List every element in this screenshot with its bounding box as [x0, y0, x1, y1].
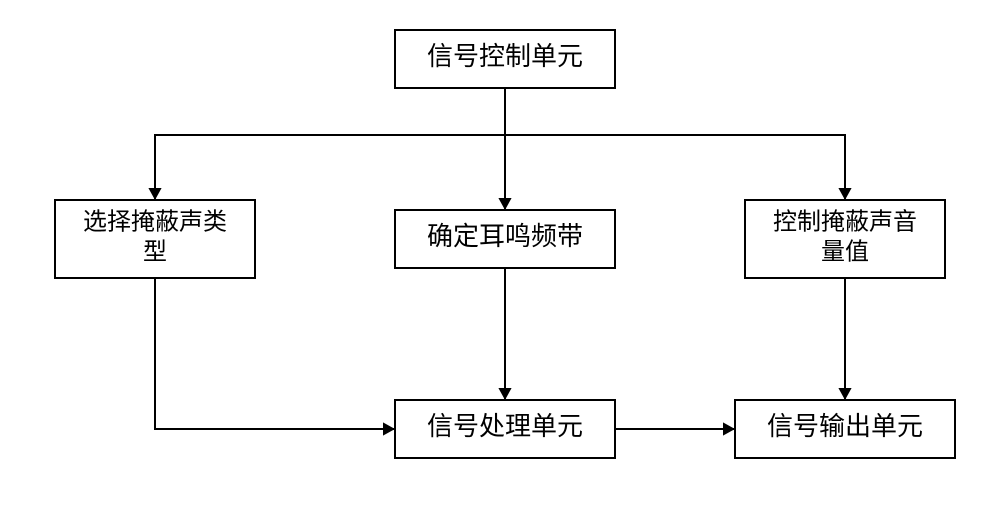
edge-top-right: [505, 88, 852, 200]
edge-left-proc: [155, 278, 395, 436]
node-label: 量值: [821, 239, 869, 266]
flowchart: 信号控制单元选择掩蔽声类型 确定耳鸣频带 控制掩蔽声音量值信号处理单元 信号输出单元: [0, 0, 1000, 508]
edge-line: [155, 278, 395, 429]
node-label: 信号处理单元: [427, 412, 583, 441]
node-label: 控制掩蔽声音: [773, 209, 917, 236]
node-label: 选择掩蔽声类: [83, 209, 227, 236]
edge-arrow: [723, 422, 735, 435]
edge-arrow: [838, 188, 851, 200]
edge-arrow: [838, 388, 851, 400]
edge-arrow: [498, 198, 511, 210]
node-label: 信号控制单元: [427, 42, 583, 71]
edge-proc-out: [615, 422, 735, 435]
edge-right-out: [838, 278, 851, 400]
node-label: 型: [143, 239, 167, 266]
edge-arrow: [383, 422, 395, 435]
node-mid: 确定耳鸣频带: [395, 210, 615, 268]
node-proc: 信号处理单元: [395, 400, 615, 458]
edge-arrow: [498, 388, 511, 400]
edge-line: [155, 88, 505, 200]
node-top: 信号控制单元: [395, 30, 615, 88]
node-right: 控制掩蔽声音量值: [745, 200, 945, 278]
edge-top-left: [148, 88, 505, 200]
node-label: 信号输出单元: [767, 412, 923, 441]
node-left: 选择掩蔽声类型: [55, 200, 255, 278]
node-label: 确定耳鸣频带: [427, 222, 583, 251]
edge-arrow: [148, 188, 161, 200]
edge-line: [505, 88, 845, 200]
node-out: 信号输出单元: [735, 400, 955, 458]
edge-mid-proc: [498, 268, 511, 400]
